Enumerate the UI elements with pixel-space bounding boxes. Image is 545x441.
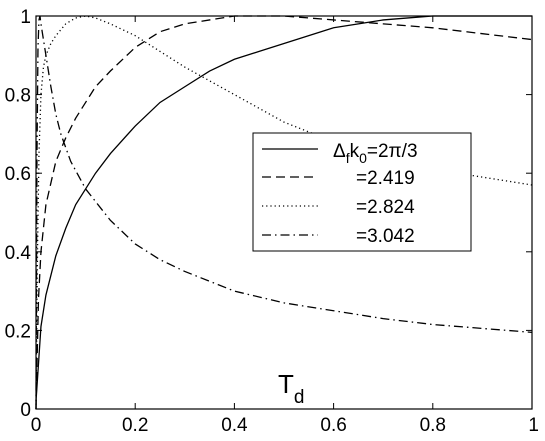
legend-entries: =2.419 =2.824 =3.042 <box>262 148 415 247</box>
legend-title: Δfk0=2π/3 <box>333 141 418 166</box>
x-tick-label-2: 0.4 <box>221 415 248 436</box>
series-line-2 <box>35 15 533 410</box>
y-tick-label-3: 0.6 <box>5 164 31 185</box>
x-tick-label-1: 0.2 <box>122 415 148 436</box>
y-tick-label-5: 1 <box>20 7 31 28</box>
x-tick-label-0: 0 <box>31 415 42 436</box>
y-tick-label-2: 0.4 <box>5 243 32 264</box>
legend-label-2: =2.824 <box>356 197 415 218</box>
plot-frame <box>35 15 533 410</box>
y-tick-label-0: 0 <box>20 400 31 421</box>
legend-f-subscript: f <box>346 150 350 166</box>
y-tick-label-4: 0.8 <box>5 86 31 107</box>
legend-label-1: =2.419 <box>356 168 415 189</box>
x-axis-label: Td <box>278 369 304 408</box>
series-line-3 <box>35 15 533 410</box>
legend-zero-subscript: 0 <box>359 150 367 166</box>
legend-value-0: =2π/3 <box>367 141 418 162</box>
x-axis-label-main: T <box>278 369 294 399</box>
y-tick-label-1: 0.2 <box>5 321 31 342</box>
x-tick-label-3: 0.6 <box>320 415 346 436</box>
legend-k-symbol: k <box>350 141 360 162</box>
legend: =2.419 =2.824 =3.042 Δfk0=2π/3 <box>252 132 472 252</box>
series-line-1 <box>35 15 533 410</box>
x-tick-label-4: 0.8 <box>420 415 446 436</box>
tick-layer: 0 0.2 0.4 0.6 0.8 1 0 0.2 0.4 0.6 0.8 1 <box>5 7 539 436</box>
legend-delta-symbol: Δ <box>333 141 346 162</box>
legend-label-3: =3.042 <box>356 226 415 247</box>
legend-box <box>252 132 472 252</box>
x-tick-label-5: 1 <box>528 415 539 436</box>
x-axis-label-subscript: d <box>294 387 305 408</box>
